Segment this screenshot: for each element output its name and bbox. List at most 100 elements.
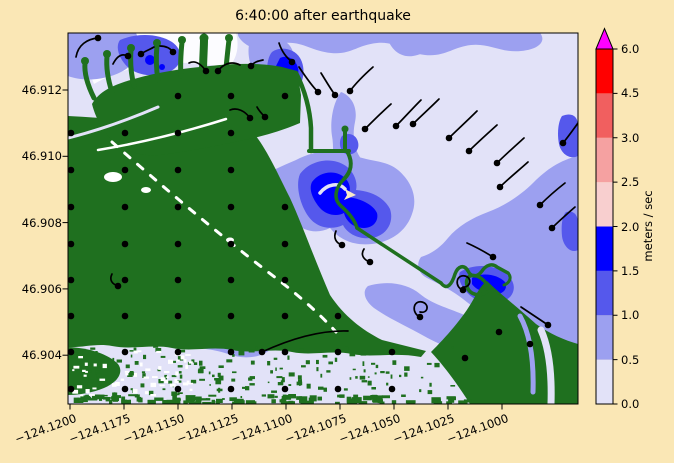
marsh-speck: [318, 386, 324, 390]
marsh-speck: [287, 355, 290, 360]
marsh-speck: [379, 399, 383, 404]
y-tick-label: 46.912: [21, 83, 62, 97]
drifter-dot: [366, 258, 374, 266]
marsh-speck: [171, 391, 178, 396]
marsh-speck: [105, 397, 111, 402]
grid-dot: [121, 203, 129, 211]
colorbar-tick-label: 1.5: [621, 263, 640, 278]
marsh-speck: [128, 399, 131, 404]
drifter-dot: [214, 67, 222, 75]
marsh-pond-speck: [78, 356, 83, 359]
marsh-speck: [197, 369, 204, 374]
y-tick-marks: [62, 89, 68, 356]
marsh-speck: [162, 388, 166, 391]
marsh-speck: [214, 378, 220, 381]
grid-dot: [121, 348, 129, 356]
marsh-speck: [177, 393, 180, 396]
marina-body: [92, 63, 301, 156]
grid-dot: [68, 166, 75, 174]
grid-dot: [68, 348, 75, 356]
marsh-speck: [359, 375, 366, 380]
marsh-speck: [153, 346, 159, 348]
marsh-pond-speck: [158, 366, 162, 370]
drifter-dot: [445, 134, 453, 142]
marsh-speck: [229, 397, 237, 401]
land-dot-grid: [68, 92, 534, 393]
marsh-speck: [111, 395, 119, 402]
marsh-speck: [249, 376, 255, 380]
y-tick-label: 46.910: [21, 149, 62, 164]
marsh-speck: [346, 396, 352, 403]
marsh-pond-speck: [76, 385, 83, 389]
colorbar-segment: [596, 315, 613, 360]
marsh-speck: [261, 394, 266, 397]
grid-dot: [174, 92, 182, 100]
marsh-speck: [78, 382, 84, 386]
pier-finger: [199, 36, 208, 76]
marsh-speck: [79, 361, 81, 364]
plot-title: 6:40:00 after earthquake: [235, 8, 411, 24]
marsh-speck: [363, 395, 372, 401]
colorbar-segment: [596, 182, 613, 227]
drifter-dot: [94, 34, 102, 42]
marsh-speck: [218, 365, 224, 368]
marsh-speck: [299, 350, 304, 353]
marsh-speck: [248, 349, 255, 353]
marsh-speck: [299, 396, 308, 404]
grid-dot: [174, 276, 182, 284]
colorbar-segment: [596, 359, 613, 405]
grid-dot: [227, 92, 235, 100]
colorbar: [596, 49, 613, 405]
marsh-speck: [286, 401, 295, 404]
drifter-dot: [392, 122, 400, 130]
marsh-pond-speck: [159, 384, 165, 387]
y-tick-label: 46.908: [21, 215, 62, 230]
marsh-speck: [280, 380, 285, 383]
marsh-speck: [401, 394, 406, 397]
marsh-speck: [199, 378, 205, 381]
marsh-speck: [147, 399, 156, 404]
grid-dot: [121, 385, 129, 393]
marsh-speck: [406, 401, 414, 404]
marsh-speck: [209, 384, 211, 386]
marsh-speck: [446, 401, 452, 404]
colorbar-tick-marks: [613, 48, 618, 405]
grid-dot: [227, 348, 235, 356]
marsh-speck: [103, 394, 108, 397]
marsh-speck: [316, 359, 319, 365]
marsh-pond-speck: [83, 374, 87, 377]
grid-dot: [121, 129, 129, 137]
marsh-speck: [231, 378, 236, 382]
marsh-speck: [271, 399, 276, 404]
grid-dot: [68, 312, 75, 320]
marsh-pond-speck: [152, 376, 158, 379]
marsh-speck: [326, 370, 331, 373]
marsh-pond-speck: [133, 373, 137, 377]
pier-finger: [153, 42, 161, 83]
drifter-tail: [456, 275, 471, 291]
drifter-dot: [247, 62, 255, 70]
marsh-speck: [83, 350, 89, 355]
marsh-speck: [420, 376, 424, 379]
marsh-speck: [411, 349, 416, 353]
marsh-speck: [179, 349, 186, 353]
marsh-speck: [343, 388, 348, 391]
marsh-pond-speck: [84, 362, 88, 366]
drifter-dot: [459, 286, 467, 294]
marsh-pond-speck: [124, 371, 129, 373]
jetty-wavy: [439, 263, 510, 289]
marsh-speck: [191, 396, 198, 401]
grid-dot: [227, 166, 235, 174]
marsh-speck: [271, 390, 277, 393]
marsh-speck: [345, 346, 349, 350]
colorbar-segment: [596, 49, 613, 94]
marsh-speck: [162, 400, 168, 404]
marsh-speck: [87, 382, 93, 388]
marsh-pond-speck: [115, 382, 120, 386]
marsh-pond-speck: [182, 382, 189, 386]
marsh-pond-speck: [160, 377, 166, 381]
marsh-speck: [399, 374, 402, 378]
landmass-main: [68, 116, 426, 357]
grid-dot: [174, 129, 182, 137]
